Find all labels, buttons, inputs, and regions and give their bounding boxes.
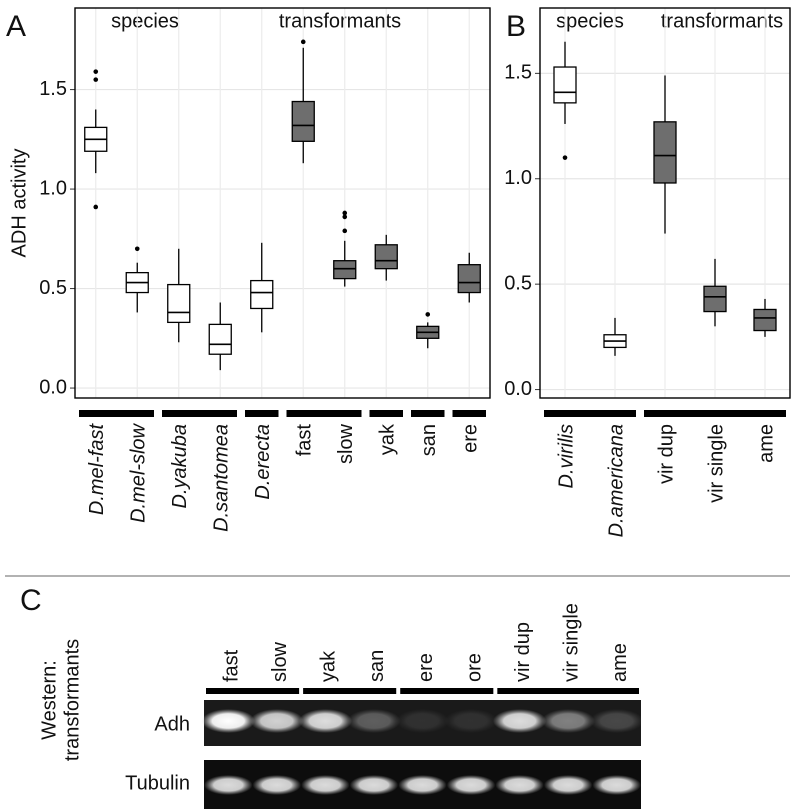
group-bar — [452, 410, 486, 417]
group-bar — [162, 410, 237, 417]
x-tick-label: D.yakuba — [169, 424, 191, 509]
x-tick-label: D.mel-slow — [128, 422, 150, 522]
series-label: transformants — [279, 10, 401, 32]
box — [374, 244, 398, 270]
x-tick-label: D.virilis — [555, 424, 577, 488]
box — [753, 308, 777, 332]
plot-frame — [539, 7, 791, 399]
group-bar — [369, 410, 403, 417]
box — [553, 66, 577, 104]
tubulin-band — [349, 775, 399, 795]
outlier — [93, 69, 99, 74]
adh-band — [201, 709, 255, 733]
box — [333, 260, 357, 280]
y-tick-label: 0.5 — [39, 277, 67, 299]
tubulin-band — [495, 775, 544, 795]
adh-band — [395, 709, 450, 733]
series-label: species — [111, 10, 179, 32]
x-tick-label: slow — [335, 423, 357, 464]
x-tick-label: ame — [755, 424, 777, 463]
adh-band — [492, 709, 547, 733]
tubulin-band — [252, 775, 302, 795]
y-tick-label: 1.5 — [504, 62, 532, 84]
adh-band — [250, 709, 304, 733]
outlier — [93, 77, 99, 82]
tubulin-band — [543, 775, 593, 795]
row-label: Tubulin — [125, 772, 190, 794]
series-label: transformants — [661, 10, 783, 32]
x-tick-label: D.erecta — [252, 424, 274, 500]
x-tick-label: ere — [460, 424, 482, 453]
series-label: species — [556, 10, 624, 32]
lane-label: ame — [609, 643, 631, 682]
x-tick-label: yak — [377, 423, 399, 455]
y-tick-label: 1.0 — [39, 177, 67, 199]
box — [250, 279, 274, 310]
adh-band — [298, 709, 353, 733]
outlier — [425, 312, 431, 317]
lane-label: slow — [269, 641, 291, 682]
x-tick-label: fast — [294, 424, 316, 457]
y-tick-label: 1.5 — [39, 78, 67, 100]
lane-label: san — [366, 650, 388, 682]
x-tick-label: D.mel-fast — [86, 423, 108, 516]
outlier — [342, 228, 348, 234]
outlier — [562, 155, 568, 160]
western-label: transformants — [61, 639, 83, 761]
lane-label: fast — [221, 649, 243, 682]
adh-band — [541, 709, 595, 733]
box — [703, 285, 727, 313]
western-label: Western: — [38, 660, 60, 740]
box — [291, 100, 315, 142]
y-tick-label: 0.5 — [504, 272, 532, 294]
lane-label: vir dup — [512, 622, 534, 682]
group-bar — [411, 410, 445, 417]
outlier — [342, 210, 348, 216]
x-tick-label: vir dup — [655, 424, 677, 484]
panel-letter: C — [20, 584, 42, 617]
adh-band — [444, 709, 498, 733]
group-bar — [303, 688, 397, 694]
tubulin-band — [398, 775, 447, 795]
tubulin-band — [204, 775, 253, 795]
plot-frame — [74, 7, 491, 399]
tubulin-band — [592, 775, 641, 795]
lane-label: ere — [415, 653, 437, 682]
box — [653, 121, 677, 184]
panel-letter: B — [506, 10, 526, 43]
adh-band — [347, 709, 401, 733]
group-bar — [245, 410, 279, 417]
group-bar — [286, 410, 362, 417]
lane-label: yak — [318, 650, 340, 682]
group-bar — [79, 410, 154, 417]
box — [457, 264, 481, 294]
row-label: Adh — [154, 713, 190, 735]
y-tick-label: 0.0 — [39, 376, 67, 398]
y-tick-label: 1.0 — [504, 167, 532, 189]
outlier — [300, 39, 306, 45]
x-tick-label: san — [418, 424, 440, 456]
group-bar — [400, 688, 494, 694]
panel-letter: A — [6, 10, 26, 43]
x-tick-label: D.americana — [605, 424, 627, 537]
tubulin-band — [301, 775, 350, 795]
tubulin-band — [446, 775, 496, 795]
box — [167, 283, 191, 324]
group-bar — [644, 410, 786, 417]
group-bar — [497, 688, 639, 694]
lane-label: vir single — [560, 603, 582, 682]
outlier — [134, 246, 140, 252]
x-tick-label: vir single — [705, 424, 727, 503]
x-tick-label: D.santomea — [211, 424, 233, 532]
y-tick-label: 0.0 — [504, 378, 532, 400]
adh-band — [590, 709, 644, 733]
group-bar — [206, 688, 300, 694]
box — [208, 323, 232, 355]
lane-label: ore — [463, 653, 485, 682]
outlier — [93, 204, 99, 210]
y-axis-label: ADH activity — [8, 149, 30, 258]
outlier — [342, 214, 348, 220]
group-bar — [544, 410, 636, 417]
